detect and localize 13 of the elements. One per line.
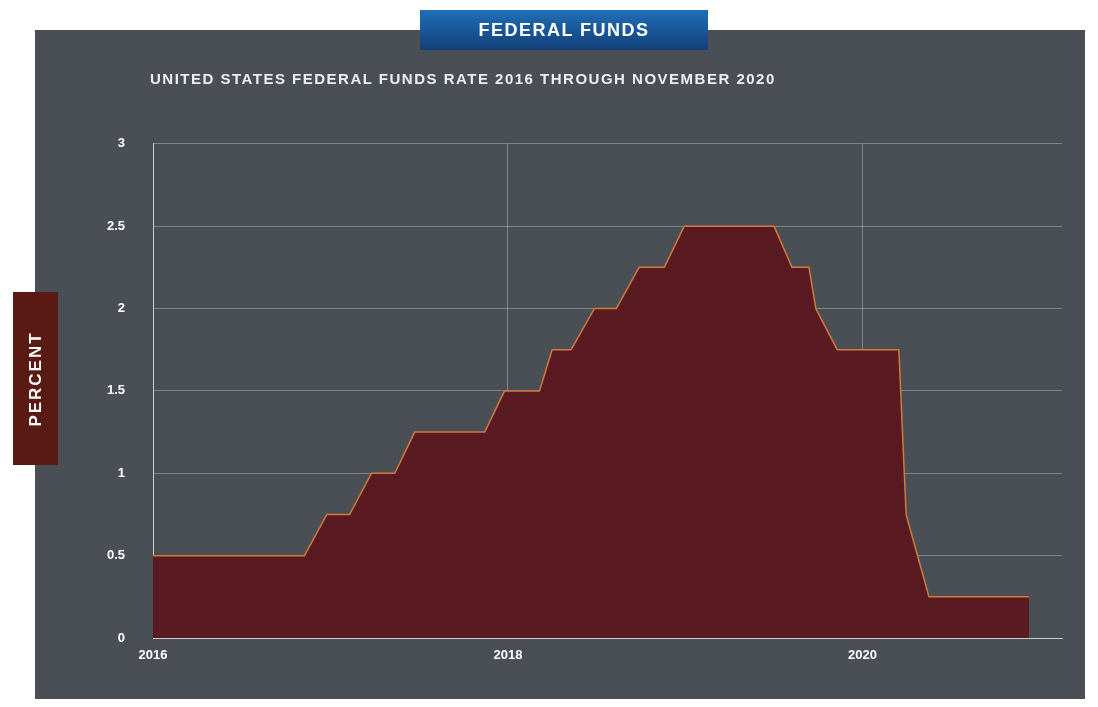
y-tick-label: 0 — [117, 629, 125, 645]
y-tick-label: 0.5 — [106, 547, 125, 563]
y-axis-title: PERCENT — [25, 330, 46, 427]
chart-subtitle: UNITED STATES FEDERAL FUNDS RATE 2016 THROUGH NOVEMBER 2020 — [150, 70, 776, 87]
y-tick-label: 1.5 — [106, 382, 125, 398]
x-tick-label: 2018 — [493, 647, 523, 663]
x-tick-label: 2020 — [847, 647, 877, 663]
y-tick-label: 2 — [117, 300, 125, 316]
chart-title: FEDERAL FUNDS — [420, 10, 708, 50]
y-tick-label: 2.5 — [106, 217, 125, 233]
y-tick-label: 1 — [117, 464, 125, 480]
x-tick-label: 2016 — [138, 647, 168, 663]
y-tick-label: 3 — [117, 135, 125, 151]
